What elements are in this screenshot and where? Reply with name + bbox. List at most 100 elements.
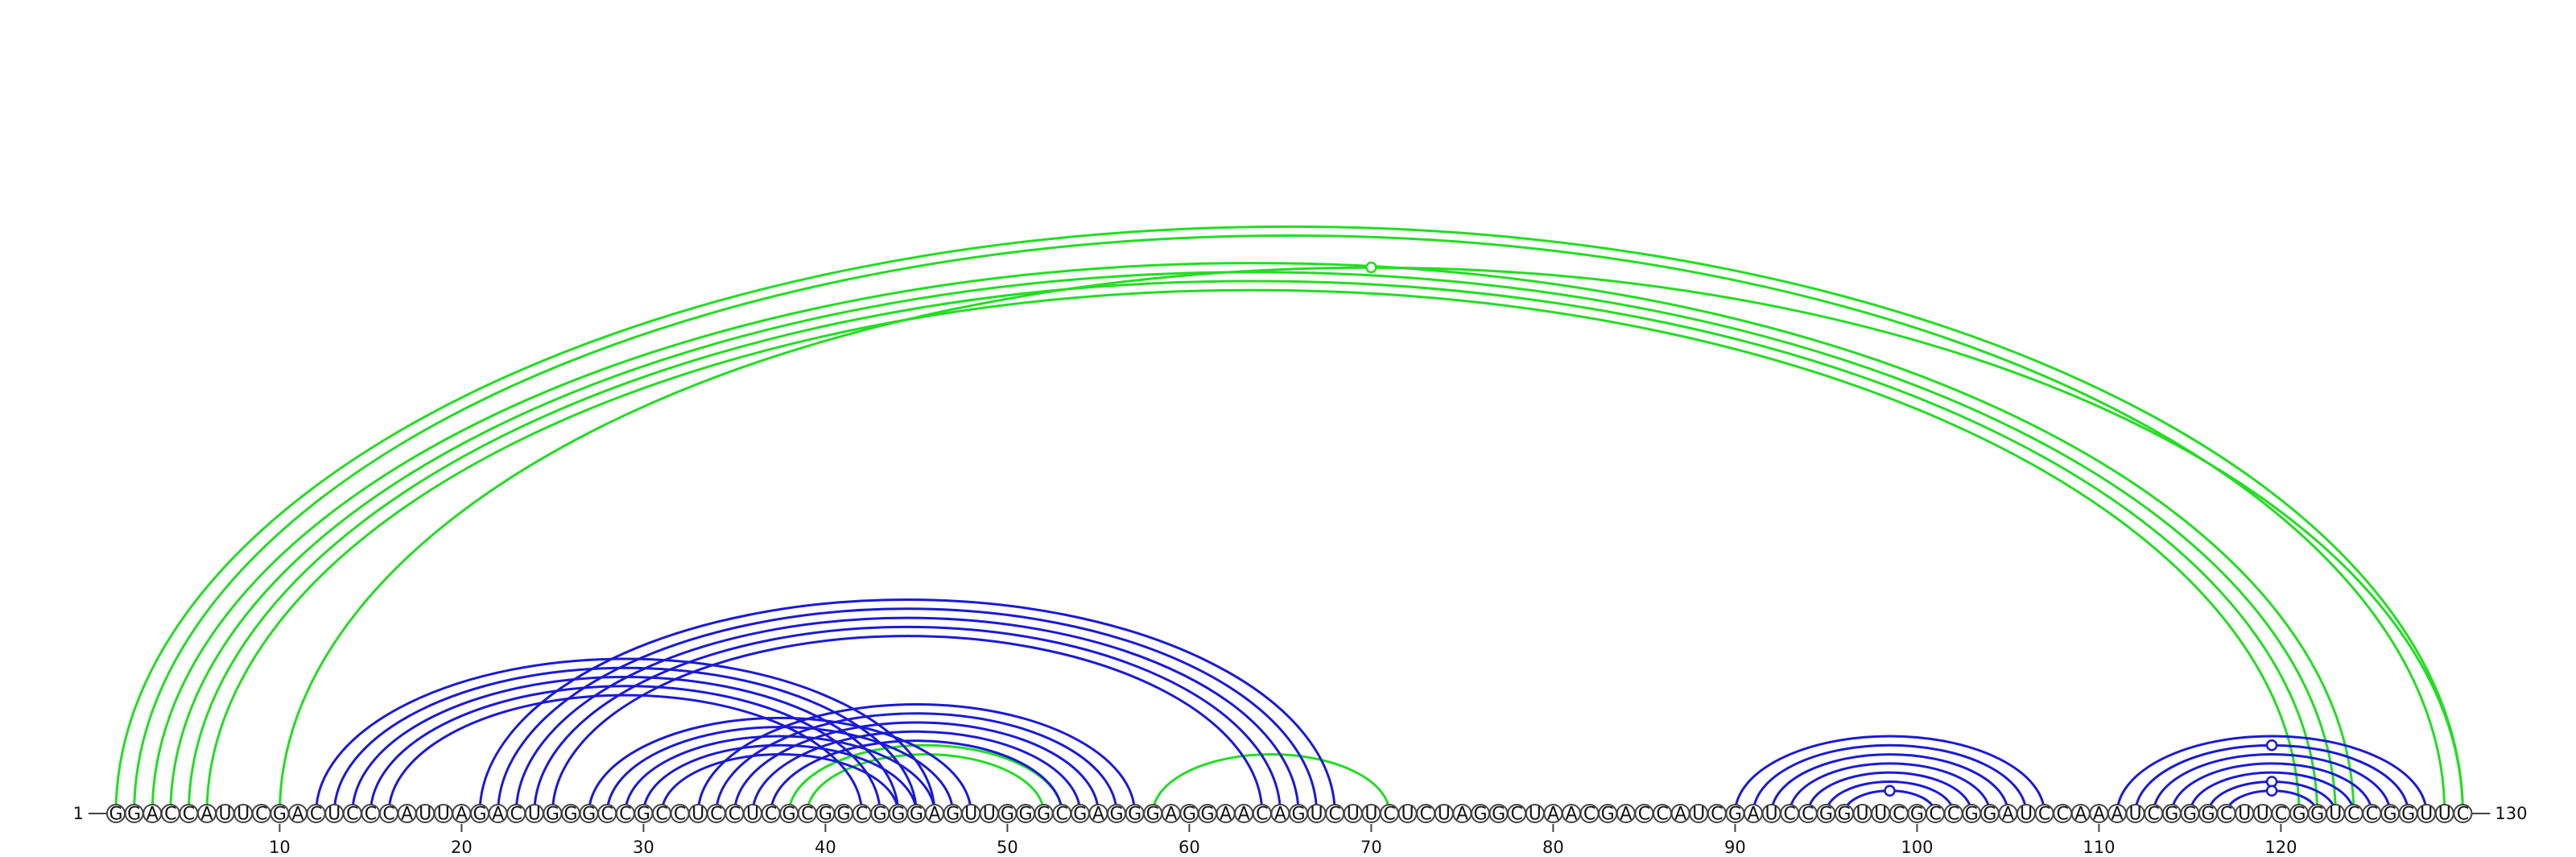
nucleotide-42: C <box>852 804 872 825</box>
nucleotide-letter: G <box>819 805 832 825</box>
nucleotide-31: C <box>652 804 671 825</box>
nucleotide-letter: C <box>729 805 741 825</box>
arc-marker-96-101 <box>1884 785 1896 797</box>
nucleotide-48: U <box>961 804 981 825</box>
nucleotide-letter: C <box>346 805 358 825</box>
nucleotide-letter: C <box>164 805 176 825</box>
nucleotide-letter: C <box>1802 805 1814 825</box>
nucleotide-letter: C <box>2366 805 2378 825</box>
nucleotide-letter: A <box>1238 805 1250 825</box>
nucleotide-letter: G <box>1183 805 1196 825</box>
base-pair-arc-111-128 <box>2116 735 2428 814</box>
nucleotide-letter: C <box>1784 805 1796 825</box>
nucleotide-letter: U <box>1856 805 1869 825</box>
nucleotide-letter: G <box>1018 805 1032 825</box>
nucleotide-19: U <box>433 804 453 825</box>
nucleotide-54: G <box>1070 804 1090 825</box>
nucleotide-letter: G <box>873 805 887 825</box>
nucleotide-letter: G <box>2165 805 2178 825</box>
nucleotide-32: C <box>670 804 690 825</box>
nucleotide-letter: C <box>1056 805 1068 825</box>
nucleotide-letter: C <box>2347 805 2359 825</box>
nucleotide-57: G <box>1125 804 1145 825</box>
nucleotide-letter: A <box>1565 805 1577 825</box>
base-pair-arc-21-68 <box>478 598 1336 814</box>
nucleotide-109: A <box>2070 804 2091 825</box>
nucleotide-55: A <box>1088 804 1108 825</box>
nucleotide-37: C <box>761 804 781 825</box>
nucleotide-letter: C <box>674 805 686 825</box>
nucleotide-letter: U <box>1529 805 1542 825</box>
nucleotide-letter: C <box>655 805 667 825</box>
nucleotide-letter: G <box>1910 805 1924 825</box>
nucleotide-letter: C <box>2057 805 2069 825</box>
nucleotide-letter: G <box>1200 805 1214 825</box>
nucleotide-27: G <box>579 804 599 825</box>
nucleotide-126: G <box>2380 804 2400 825</box>
nucleotide-14: C <box>342 804 362 825</box>
nucleotide-circle <box>2453 804 2473 823</box>
nucleotide-34: C <box>706 804 726 825</box>
nucleotide-letter: C <box>601 805 613 825</box>
nucleotide-letter: U <box>237 805 250 825</box>
base-pair-arc-35-55 <box>733 721 1100 814</box>
nucleotide-129: U <box>2434 804 2454 825</box>
nucleotide-letter: C <box>183 805 195 825</box>
position-label-100: 100 <box>1901 838 1933 857</box>
nucleotide-69: U <box>1343 804 1363 825</box>
nucleotide-120: C <box>2271 804 2291 825</box>
position-label-60: 60 <box>1179 838 1200 857</box>
nucleotide-81: A <box>1562 804 1581 825</box>
nucleotide-4: C <box>160 804 180 825</box>
position-label-110: 110 <box>2083 838 2115 857</box>
base-pair-arc-22-67 <box>497 607 1319 814</box>
position-label-30: 30 <box>633 838 654 857</box>
nucleotide-letter: C <box>1583 805 1596 825</box>
nucleotide-102: C <box>1943 804 1963 825</box>
nucleotide-118: U <box>2235 804 2255 825</box>
nucleotide-3: A <box>142 804 163 825</box>
nucleotide-53: C <box>1052 804 1072 825</box>
base-pair-arc-95-102 <box>1824 780 1955 814</box>
base-pair-arc-12-46 <box>315 657 936 814</box>
nucleotide-letter: A <box>1547 805 1559 825</box>
nucleotide-letter: G <box>1001 805 1014 825</box>
base-pair-arc-24-65 <box>533 625 1282 814</box>
nucleotide-93: C <box>1780 804 1800 825</box>
base-pair-arc-4-123 <box>169 271 2337 814</box>
base-pair-arc-25-64 <box>551 635 1264 814</box>
arc-marker-112-127 <box>2265 739 2278 751</box>
nucleotide-74: U <box>1434 804 1454 825</box>
nucleotide-39: C <box>797 804 817 825</box>
nucleotide-letter: G <box>127 805 141 825</box>
nucleotide-letter: C <box>1638 805 1650 825</box>
nucleotide-49: U <box>979 804 999 825</box>
nucleotide-33: U <box>688 804 708 825</box>
nucleotide-letter: U <box>1874 805 1887 825</box>
nucleotide-letter: U <box>2438 805 2451 825</box>
nucleotide-letter: G <box>1983 805 1996 825</box>
nucleotide-letter: G <box>1073 805 1087 825</box>
position-label-40: 40 <box>815 838 836 857</box>
nucleotide-letter: A <box>1220 805 1232 825</box>
nucleotide-letter: G <box>1128 805 1141 825</box>
nucleotide-17: A <box>397 804 417 825</box>
base-pair-arc-113-126 <box>2152 753 2392 814</box>
nucleotide-24: U <box>524 804 544 825</box>
nucleotide-35: C <box>724 804 745 825</box>
nucleotide-letter: A <box>401 805 413 825</box>
base-pair-arc-36-54 <box>751 730 1082 814</box>
nucleotide-letter: G <box>910 805 923 825</box>
nucleotide-letter: G <box>1728 805 1742 825</box>
nucleotide-87: A <box>1670 804 1690 825</box>
nucleotide-73: C <box>1416 804 1436 825</box>
nucleotide-letter: A <box>291 805 303 825</box>
nucleotide-letter: G <box>546 805 559 825</box>
nucleotide-59: A <box>1161 804 1181 825</box>
nucleotide-letter: G <box>2292 805 2306 825</box>
nucleotide-letter: U <box>964 805 977 825</box>
nucleotide-letter: G <box>1146 805 1160 825</box>
nucleotide-29: C <box>615 804 635 825</box>
nucleotide-22: A <box>488 804 508 825</box>
